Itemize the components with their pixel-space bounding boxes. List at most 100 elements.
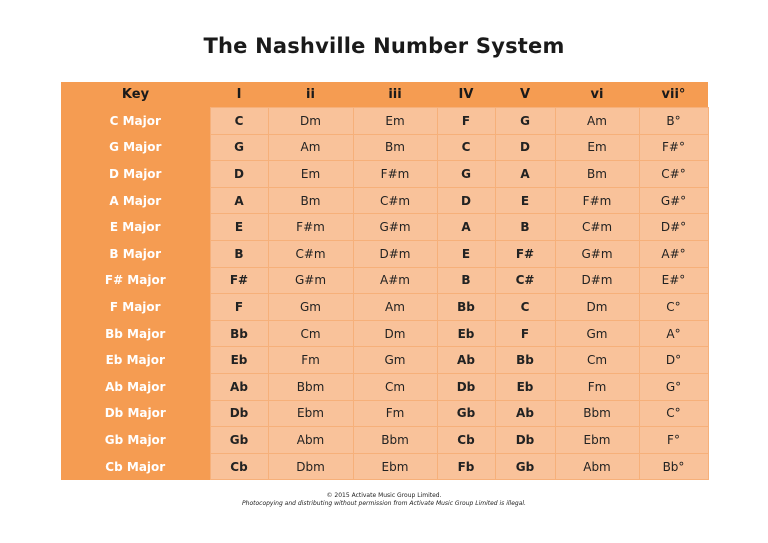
chord-cell: Bb° xyxy=(638,452,709,481)
chord-cell: D xyxy=(209,160,269,188)
chord-cell: D xyxy=(494,133,556,162)
chord-cell: C° xyxy=(638,399,709,428)
table-row: A Major A Bm C#m D E F#m G#° xyxy=(61,186,709,215)
chord-cell: Fm xyxy=(267,346,354,374)
chord-cell: D#m xyxy=(352,239,438,268)
key-cell: Gb Major xyxy=(61,426,210,454)
chord-cell: G xyxy=(494,107,556,135)
page-title: The Nashville Number System xyxy=(203,34,565,58)
table-row: F Major F Gm Am Bb C Dm C° xyxy=(61,293,709,321)
key-cell: E Major xyxy=(61,213,210,241)
chord-cell: Am xyxy=(554,107,640,135)
chord-cell: C#m xyxy=(352,186,438,215)
key-cell: D Major xyxy=(61,160,210,188)
nashville-chord-table: Key I ii iii IV V vi vii° C Major C Dm Em F G… xyxy=(61,82,709,481)
chord-cell: G#m xyxy=(554,239,640,268)
key-cell: B Major xyxy=(61,240,210,268)
table-row: C Major C Dm Em F G Am B° xyxy=(61,107,709,135)
chord-cell: Abm xyxy=(554,452,640,481)
chord-cell: G xyxy=(209,133,269,162)
chord-cell: Dm xyxy=(554,293,640,321)
chord-cell: C xyxy=(209,107,269,135)
chord-cell: Fb xyxy=(436,452,496,481)
chord-cell: Bbm xyxy=(267,372,354,401)
chord-cell: Em xyxy=(554,133,640,162)
chord-cell: Fm xyxy=(352,399,438,428)
chord-cell: C#° xyxy=(638,160,709,188)
key-cell: Eb Major xyxy=(61,346,210,374)
header-degree-vii-dim: vii° xyxy=(639,82,708,108)
chord-cell: F xyxy=(209,293,269,321)
chord-cell: D#° xyxy=(638,213,709,241)
key-cell: A Major xyxy=(61,187,210,214)
chord-cell: Db xyxy=(436,372,496,401)
chord-cell: Ebm xyxy=(352,452,438,481)
header-row: Key I ii iii IV V vi vii° xyxy=(61,82,708,108)
chord-cell: Bm xyxy=(554,160,640,188)
header-degree-V: V xyxy=(495,82,555,108)
chord-cell: A° xyxy=(638,319,709,348)
table-row: Gb Major Gb Abm Bbm Cb Db Ebm F° xyxy=(61,426,709,454)
chord-cell: G#m xyxy=(267,266,354,295)
chord-cell: Cm xyxy=(554,346,640,374)
chord-cell: Ab xyxy=(494,399,556,428)
header-degree-vi: vi xyxy=(555,82,639,108)
chord-cell: F xyxy=(494,319,556,348)
chord-cell: Bb xyxy=(436,293,496,321)
key-cell: Bb Major xyxy=(61,320,210,347)
chord-cell: Eb xyxy=(494,372,556,401)
chord-cell: Em xyxy=(352,107,438,135)
chord-cell: F#° xyxy=(638,133,709,162)
copyright-notice: © 2015 Activate Music Group Limited. xyxy=(326,492,442,499)
chord-cell: Gb xyxy=(494,452,556,481)
chord-cell: A#° xyxy=(638,239,709,268)
header-degree-iii: iii xyxy=(353,82,437,108)
chord-cell: G xyxy=(436,160,496,188)
chord-cell: B xyxy=(436,266,496,295)
chord-cell: Eb xyxy=(209,346,269,374)
chord-cell: Cb xyxy=(209,452,269,481)
chord-cell: Bm xyxy=(352,133,438,162)
chord-cell: F#m xyxy=(267,213,354,241)
chord-cell: A xyxy=(436,213,496,241)
chord-cell: Ab xyxy=(436,346,496,374)
chord-cell: D#m xyxy=(554,266,640,295)
chord-cell: C xyxy=(494,293,556,321)
chord-cell: Bbm xyxy=(352,426,438,454)
chord-cell: Abm xyxy=(267,426,354,454)
chord-cell: G° xyxy=(638,372,709,401)
chord-cell: Fm xyxy=(554,372,640,401)
chord-cell: Bb xyxy=(209,319,269,348)
table-row: Ab Major Ab Bbm Cm Db Eb Fm G° xyxy=(61,372,709,401)
chord-cell: Ebm xyxy=(554,426,640,454)
table-row: B Major B C#m D#m E F# G#m A#° xyxy=(61,239,709,268)
header-key: Key xyxy=(61,82,210,108)
chord-cell: Db xyxy=(494,426,556,454)
chord-cell: A#m xyxy=(352,266,438,295)
chord-cell: Bm xyxy=(267,186,354,215)
chord-cell: Bb xyxy=(494,346,556,374)
chord-cell: Ab xyxy=(209,372,269,401)
chord-cell: Bbm xyxy=(554,399,640,428)
chord-cell: Gb xyxy=(209,426,269,454)
chord-cell: F xyxy=(436,107,496,135)
chord-cell: Dm xyxy=(352,319,438,348)
chord-cell: G#m xyxy=(352,213,438,241)
chord-cell: B xyxy=(209,239,269,268)
chord-cell: C xyxy=(436,133,496,162)
legal-notice: Photocopying and distributing without pe… xyxy=(242,500,526,507)
chord-cell: Gm xyxy=(352,346,438,374)
chord-cell: G#° xyxy=(638,186,709,215)
key-cell: Ab Major xyxy=(61,373,210,401)
chord-cell: D° xyxy=(638,346,709,374)
table-row: Cb Major Cb Dbm Ebm Fb Gb Abm Bb° xyxy=(61,452,709,481)
key-cell: Cb Major xyxy=(61,453,210,480)
header-degree-IV: IV xyxy=(437,82,495,108)
table-row: Eb Major Eb Fm Gm Ab Bb Cm D° xyxy=(61,346,709,374)
table-row: Db Major Db Ebm Fm Gb Ab Bbm C° xyxy=(61,399,709,428)
key-cell: F Major xyxy=(61,293,210,321)
chord-cell: F# xyxy=(209,266,269,295)
chord-cell: Cm xyxy=(267,319,354,348)
key-cell: F# Major xyxy=(61,267,210,294)
chord-cell: B xyxy=(494,213,556,241)
